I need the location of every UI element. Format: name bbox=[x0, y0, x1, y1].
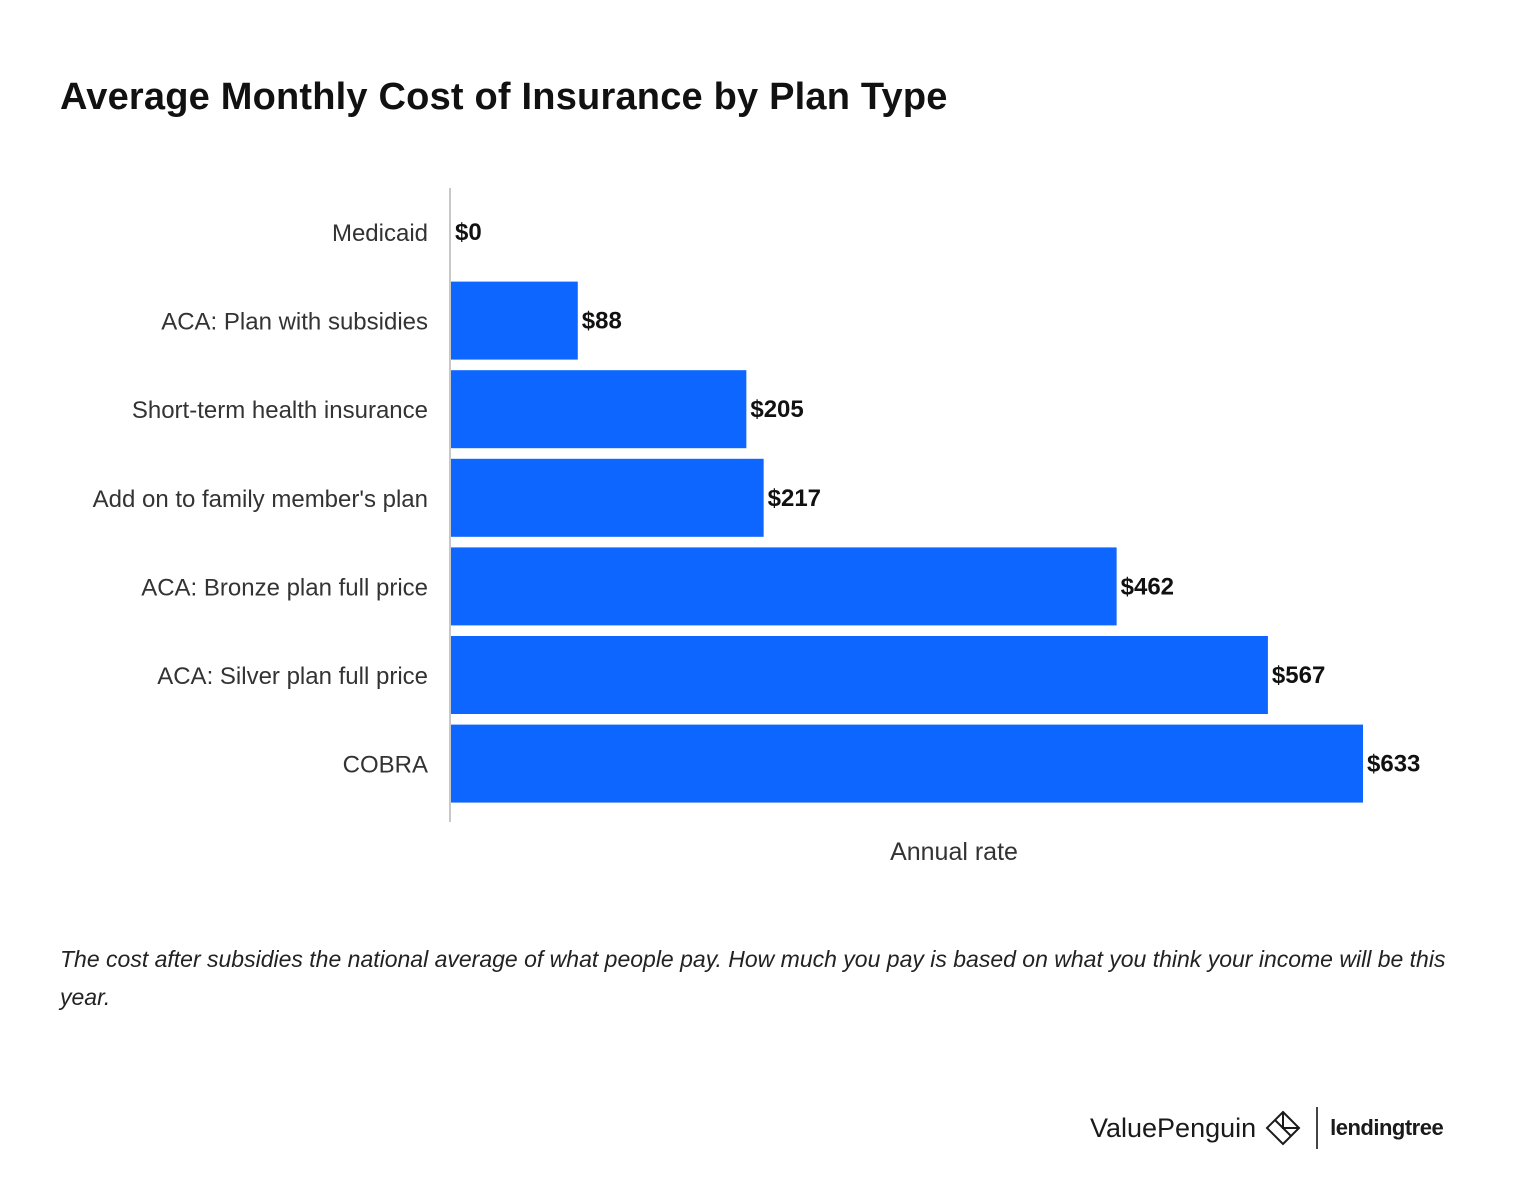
value-label-5: $567 bbox=[1272, 662, 1325, 689]
value-label-2: $205 bbox=[750, 396, 803, 423]
category-label-6: COBRA bbox=[343, 752, 428, 779]
brand-logos: ValuePenguin lendingtree bbox=[1090, 1106, 1444, 1150]
lendingtree-logo-text: lendingtree bbox=[1330, 1115, 1444, 1140]
category-label-5: ACA: Silver plan full price bbox=[157, 663, 428, 690]
brand-divider bbox=[1316, 1107, 1319, 1149]
bar-6 bbox=[451, 724, 1363, 803]
value-label-0: $0 bbox=[455, 219, 482, 246]
chart-footnote: The cost after subsidies the national av… bbox=[60, 946, 1446, 1010]
x-axis-title: Annual rate bbox=[890, 838, 1018, 866]
category-label-2: Short-term health insurance bbox=[132, 397, 428, 424]
value-label-4: $462 bbox=[1121, 573, 1174, 600]
value-label-1: $88 bbox=[582, 308, 622, 335]
bar-4 bbox=[451, 547, 1117, 626]
category-label-4: ACA: Bronze plan full price bbox=[141, 574, 428, 601]
bar-chart: Medicaid $0 ACA: Plan with subsidies $88 Sho… bbox=[93, 188, 1420, 866]
category-label-1: ACA: Plan with subsidies bbox=[161, 309, 428, 336]
chart-title: Average Monthly Cost of Insurance by Pla… bbox=[60, 76, 948, 118]
category-label-0: Medicaid bbox=[332, 220, 428, 247]
bar-2 bbox=[451, 370, 747, 449]
value-label-3: $217 bbox=[768, 485, 821, 512]
bar-1 bbox=[451, 281, 578, 360]
valuepenguin-logo-text: ValuePenguin bbox=[1090, 1112, 1257, 1143]
value-label-6: $633 bbox=[1367, 751, 1420, 778]
bar-3 bbox=[451, 458, 764, 537]
category-label-3: Add on to family member's plan bbox=[93, 486, 428, 513]
bar-5 bbox=[451, 636, 1268, 714]
penguin-diamond-icon bbox=[1264, 1109, 1302, 1147]
